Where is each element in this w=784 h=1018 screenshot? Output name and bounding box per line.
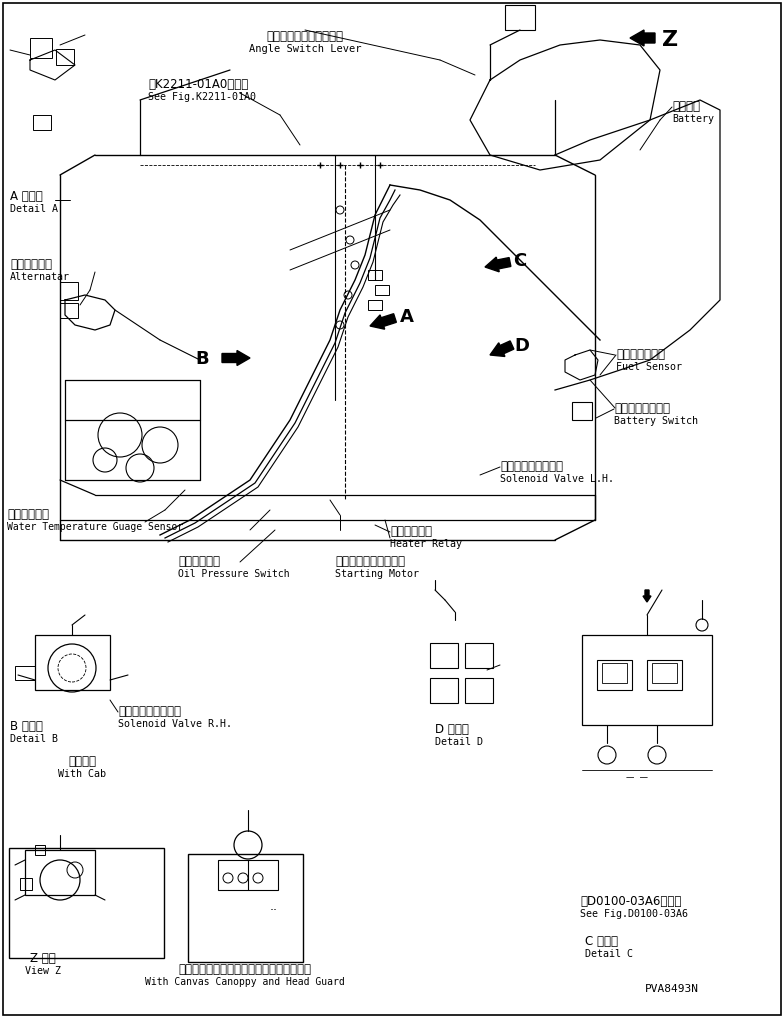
Text: Oil Pressure Switch: Oil Pressure Switch: [178, 569, 289, 579]
FancyArrow shape: [222, 350, 250, 365]
Bar: [430, 678, 458, 703]
Text: Detail B: Detail B: [10, 734, 58, 744]
Bar: [20, 878, 32, 890]
Text: 第K2211-01A0図参照: 第K2211-01A0図参照: [148, 78, 249, 91]
Bar: [572, 402, 592, 420]
Bar: [56, 49, 74, 65]
Text: Z 　視: Z 視: [30, 952, 56, 965]
Bar: [9, 848, 164, 958]
Text: スターティングモータ: スターティングモータ: [335, 555, 405, 568]
Text: With Cab: With Cab: [58, 769, 106, 779]
Text: キャブ付: キャブ付: [68, 755, 96, 768]
Text: Detail A: Detail A: [10, 204, 58, 214]
Text: See Fig.D0100-03A6: See Fig.D0100-03A6: [580, 909, 688, 919]
Text: C 　詳細: C 詳細: [585, 935, 618, 948]
Bar: [35, 845, 45, 855]
Text: PVA8493N: PVA8493N: [645, 984, 699, 994]
Bar: [430, 643, 458, 668]
Text: See Fig.K2211-01A0: See Fig.K2211-01A0: [148, 92, 256, 102]
Text: Alternatar: Alternatar: [10, 272, 70, 282]
Bar: [375, 285, 389, 295]
Text: ..: ..: [270, 900, 278, 913]
Text: D: D: [514, 337, 529, 355]
Bar: [602, 663, 627, 683]
Text: アングルスイッチレバー: アングルスイッチレバー: [267, 30, 343, 43]
Bar: [25, 850, 95, 895]
Text: オルタネータ: オルタネータ: [10, 258, 52, 271]
Bar: [33, 115, 51, 130]
Text: Z: Z: [662, 30, 678, 50]
Bar: [465, 678, 493, 703]
Text: D 　詳細: D 詳細: [435, 723, 469, 736]
Text: A: A: [400, 308, 414, 326]
Text: Angle Switch Lever: Angle Switch Lever: [249, 44, 361, 54]
Text: Detail C: Detail C: [585, 949, 633, 959]
Bar: [35, 635, 110, 690]
Text: B: B: [195, 350, 209, 367]
Text: A 　詳細: A 詳細: [10, 190, 43, 203]
Bar: [368, 270, 382, 280]
Text: Solenoid Valve R.H.: Solenoid Valve R.H.: [118, 719, 232, 729]
FancyArrow shape: [490, 341, 514, 356]
FancyArrow shape: [643, 590, 651, 602]
Text: Battery Switch: Battery Switch: [614, 416, 698, 426]
Bar: [465, 643, 493, 668]
Bar: [60, 303, 78, 318]
Text: バッテリスイッチ: バッテリスイッチ: [614, 402, 670, 415]
FancyArrow shape: [630, 30, 655, 46]
Text: ソレノイドバルブ左: ソレノイドバルブ左: [500, 460, 563, 473]
Bar: [597, 660, 632, 690]
Bar: [647, 660, 682, 690]
Bar: [505, 5, 535, 30]
Text: Battery: Battery: [672, 114, 714, 124]
Text: Detail D: Detail D: [435, 737, 483, 747]
Text: —  —: — —: [626, 773, 648, 782]
Bar: [218, 860, 278, 890]
Text: With Canvas Canoppy and Head Guard: With Canvas Canoppy and Head Guard: [145, 977, 345, 987]
Text: Fuel Sensor: Fuel Sensor: [616, 362, 682, 372]
Text: Solenoid Valve L.H.: Solenoid Valve L.H.: [500, 474, 614, 484]
Bar: [60, 282, 78, 300]
Text: フェエルセンサ: フェエルセンサ: [616, 348, 665, 361]
Text: ソレノイドバルブ右: ソレノイドバルブ右: [118, 705, 181, 718]
Text: View Z: View Z: [25, 966, 61, 976]
Text: ヒータリレー: ヒータリレー: [390, 525, 432, 538]
Bar: [15, 666, 35, 680]
Bar: [368, 300, 382, 310]
Text: B 　詳細: B 詳細: [10, 720, 43, 733]
Bar: [188, 854, 303, 962]
Text: Heater Relay: Heater Relay: [390, 539, 462, 549]
FancyArrow shape: [370, 314, 397, 329]
Text: C: C: [513, 252, 526, 270]
Text: 第D0100-03A6図参照: 第D0100-03A6図参照: [580, 895, 681, 908]
FancyArrow shape: [485, 258, 511, 272]
Bar: [30, 38, 52, 58]
Text: Water Temperature Guage Sensor: Water Temperature Guage Sensor: [7, 522, 183, 532]
Text: バッテリ: バッテリ: [672, 100, 700, 113]
Text: 水温計センサ: 水温計センサ: [7, 508, 49, 521]
Text: 油圧スイッチ: 油圧スイッチ: [178, 555, 220, 568]
Text: キャンバスキャノピおよびヘッドガード付: キャンバスキャノピおよびヘッドガード付: [179, 963, 311, 976]
Bar: [582, 635, 712, 725]
Bar: [652, 663, 677, 683]
Text: Starting Motor: Starting Motor: [335, 569, 419, 579]
